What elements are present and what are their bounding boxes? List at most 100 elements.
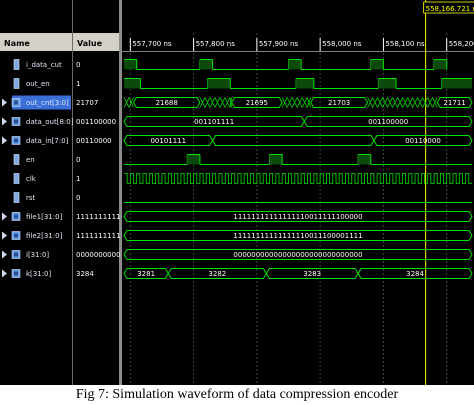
name-header-label: Name: [4, 39, 30, 48]
signal-name: file1[31:0]: [26, 213, 63, 221]
bus-toggle-region: [199, 97, 232, 108]
signal-value: 1111111111: [76, 213, 121, 221]
bus-segment: [123, 230, 473, 241]
ruler-tick-label: 558,100 ns: [385, 40, 425, 48]
signal-name: rst: [26, 194, 36, 202]
ruler-tick-label: 558,000 ns: [322, 40, 362, 48]
signal-row[interactable]: clk 1: [13, 173, 472, 184]
signal-name: k[31:0]: [26, 270, 52, 278]
bus-value-label: 001100000: [368, 118, 408, 126]
signal-name: data_out[8:0]: [26, 118, 74, 126]
signal-row[interactable]: file2[31:0] 1111111111 1111111111111111001…: [2, 230, 473, 241]
bus-signal-icon: [11, 136, 21, 145]
ruler-tick-label: 557,800 ns: [196, 40, 236, 48]
clock-wave: [124, 173, 472, 184]
expand-arrow-icon[interactable]: [2, 136, 7, 145]
signal-name: en: [26, 156, 35, 164]
cursor-label-box: [423, 1, 474, 14]
signal-row[interactable]: i[31:0] 0000000000 00000000000000000000000…: [2, 249, 473, 260]
bus-segment: [132, 97, 201, 108]
bus-value-label: 21703: [328, 99, 350, 107]
value-header-label: Value: [77, 39, 103, 48]
expand-arrow-icon[interactable]: [2, 269, 7, 278]
expand-arrow-icon[interactable]: [2, 250, 7, 259]
wave-high-fill: [187, 154, 200, 165]
wave-high-fill: [269, 154, 283, 165]
bit-signal-icon: [13, 173, 20, 184]
bus-value-label: 3283: [303, 270, 321, 278]
bus-value-label: 00110000: [405, 137, 441, 145]
signal-value: 00110000: [76, 137, 112, 145]
wave-high-fill: [370, 59, 384, 70]
bus-signal-icon: [11, 117, 21, 126]
bit-signal-icon: [13, 154, 20, 165]
ruler-tick-label: 557,900 ns: [259, 40, 299, 48]
bus-value-label: 00000000000000000000000000000: [233, 251, 362, 259]
bus-value-label: 001101111: [194, 118, 234, 126]
signal-value: 1: [76, 80, 80, 88]
expand-arrow-icon[interactable]: [2, 231, 7, 240]
bus-value-label: 11111111111111110011100001111: [233, 232, 362, 240]
bus-toggle-region: [123, 97, 134, 108]
signal-row[interactable]: data_out[8:0] 001100000 001101111 001100000: [2, 116, 473, 127]
expand-arrow-icon[interactable]: [2, 117, 7, 126]
signal-name: file2[31:0]: [26, 232, 63, 240]
signal-name: data_in[7:0]: [26, 137, 69, 145]
signal-value: 3284: [76, 270, 94, 278]
signal-name: i[31:0]: [26, 251, 49, 259]
figure-caption: Fig 7: Simulation waveform of data compr…: [75, 387, 399, 402]
wave-high-fill: [378, 78, 397, 89]
ruler-tick-label: 558,200 ns: [449, 40, 474, 48]
wave-high-fill: [124, 78, 141, 89]
waveform-viewer: Name Value 557,700 ns 557,800 ns 557,900 n…: [0, 0, 474, 385]
bit-signal-icon: [13, 192, 20, 203]
bus-toggle-region: [281, 97, 312, 108]
bus-value-label: 11111111111111110011111100000: [233, 213, 362, 221]
selected-row-highlight: [12, 95, 71, 110]
signal-value: 0: [76, 156, 80, 164]
cursor-time-label: 558,166.721 ns: [426, 5, 474, 13]
signal-row[interactable]: out_cnt[3:0] 21707 21688 21695 21703 21711: [2, 95, 473, 110]
ruler-tick-label: 557,700 ns: [132, 40, 172, 48]
signal-value: 001100000: [76, 118, 116, 126]
bus-segment: [436, 97, 473, 108]
bus-value-label: 21711: [443, 99, 465, 107]
wave-high-fill: [199, 59, 213, 70]
wave-high-fill: [358, 154, 371, 165]
bus-signal-icon: [11, 231, 21, 240]
signal-value: 1: [76, 175, 80, 183]
signal-row[interactable]: k[31:0] 3284 3281 3282 3283 3284: [2, 268, 473, 279]
signal-row[interactable]: en 0: [13, 154, 472, 165]
signal-value: 0000000000: [76, 251, 121, 259]
bus-value-label: 21695: [246, 99, 268, 107]
bus-segment: [123, 211, 473, 222]
bus-segment: [123, 249, 473, 260]
waveform-screenshot: Name Value 557,700 ns 557,800 ns 557,900 n…: [0, 0, 474, 385]
signal-row[interactable]: i_data_cut 0: [13, 59, 448, 70]
wave-high-fill: [434, 59, 447, 70]
pane-splitter[interactable]: [119, 0, 122, 385]
signal-row[interactable]: file1[31:0] 1111111111 1111111111111111001…: [2, 211, 473, 222]
signal-row[interactable]: out_en 1: [13, 78, 472, 89]
signal-name: clk: [26, 175, 37, 183]
bus-value-label: 3281: [137, 270, 155, 278]
signal-row[interactable]: data_in[7:0] 00110000 00101111 00110000: [2, 135, 473, 146]
bus-value-label: 3284: [406, 270, 424, 278]
wave-high-fill: [207, 78, 231, 89]
signal-row[interactable]: rst 0: [13, 192, 472, 203]
bit-signal-icon: [13, 78, 20, 89]
name-column-header: [0, 33, 72, 51]
signal-value: 1111111111: [76, 232, 121, 240]
signal-value: 0: [76, 61, 80, 69]
bus-value-label: 21688: [156, 99, 178, 107]
expand-arrow-icon[interactable]: [2, 98, 7, 107]
signal-name: i_data_cut: [26, 61, 62, 69]
expand-arrow-icon[interactable]: [2, 212, 7, 221]
signal-value: 0: [76, 194, 80, 202]
bus-signal-icon: [11, 212, 21, 221]
bus-signal-icon: [11, 269, 21, 278]
wave-high-fill: [288, 59, 302, 70]
bus-value-label: 3282: [208, 270, 226, 278]
wave-high-fill: [124, 59, 137, 70]
bus-signal-icon: [11, 250, 21, 259]
